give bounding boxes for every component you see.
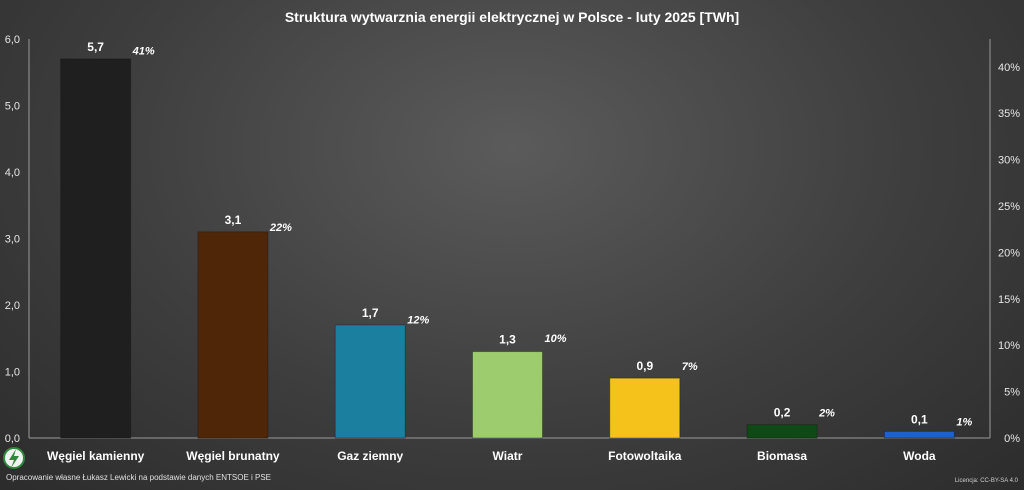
percent-label: 10% bbox=[545, 333, 567, 345]
logo-icon bbox=[3, 447, 25, 469]
y2-tick-label: 20% bbox=[998, 247, 1020, 259]
y-tick-label: 6,0 bbox=[5, 34, 20, 46]
category-label: Węgiel kamienny bbox=[47, 449, 145, 463]
bar-series: 5,7 41% 3,1 22% 1,7 12% 1,3 10% 0,9 7% 0,2 2% 0,1 1% bbox=[60, 40, 972, 439]
percent-label: 2% bbox=[818, 407, 835, 419]
category-label: Woda bbox=[903, 449, 936, 463]
y2-tick-label: 10% bbox=[998, 340, 1020, 352]
y2-tick-label: 40% bbox=[998, 62, 1020, 74]
bar-value-label: 0,2 bbox=[774, 406, 791, 420]
bar bbox=[609, 377, 681, 439]
y2-tick-label: 30% bbox=[998, 155, 1020, 167]
category-label: Biomasa bbox=[757, 449, 807, 463]
bar-value-label: 0,9 bbox=[636, 359, 653, 373]
y2-tick-label: 5% bbox=[1004, 387, 1020, 399]
y2-axis-ticks: 0% 5% 10% 15% 20% 25% 30% 35% 40% bbox=[998, 62, 1020, 445]
bar-value-label: 0,1 bbox=[911, 412, 928, 426]
bar bbox=[334, 324, 406, 439]
bar bbox=[746, 424, 818, 439]
percent-label: 41% bbox=[132, 46, 155, 58]
chart-title: Struktura wytwarznia energii elektryczne… bbox=[285, 9, 739, 25]
y-tick-label: 3,0 bbox=[5, 234, 20, 246]
bar bbox=[883, 430, 955, 439]
y2-tick-label: 0% bbox=[1004, 433, 1020, 445]
source-note: Opracowanie własne Łukasz Lewicki na pod… bbox=[6, 473, 271, 482]
y-tick-label: 2,0 bbox=[5, 300, 20, 312]
y2-tick-label: 35% bbox=[998, 108, 1020, 120]
category-labels: Węgiel kamienny Węgiel brunatny Gaz ziemny… bbox=[47, 449, 936, 463]
bar-value-label: 1,7 bbox=[362, 306, 379, 320]
y-tick-label: 5,0 bbox=[5, 101, 20, 113]
y-tick-label: 1,0 bbox=[5, 367, 20, 379]
y2-tick-label: 25% bbox=[998, 201, 1020, 213]
y-tick-label: 0,0 bbox=[5, 433, 20, 445]
category-label: Węgiel brunatny bbox=[186, 449, 280, 463]
y2-tick-label: 15% bbox=[998, 294, 1020, 306]
percent-label: 12% bbox=[407, 315, 429, 327]
bar bbox=[60, 58, 132, 439]
bar-value-label: 5,7 bbox=[87, 40, 104, 54]
category-label: Gaz ziemny bbox=[337, 449, 403, 463]
percent-label: 1% bbox=[956, 417, 972, 429]
bar bbox=[197, 231, 269, 439]
bar-value-label: 3,1 bbox=[225, 213, 242, 227]
category-label: Fotowoltaika bbox=[608, 449, 682, 463]
bar-value-label: 1,3 bbox=[499, 333, 516, 347]
category-label: Wiatr bbox=[493, 449, 523, 463]
percent-label: 7% bbox=[682, 361, 698, 373]
bar bbox=[472, 351, 543, 439]
license-note: Licencja: CC-BY-SA 4.0 bbox=[955, 478, 1019, 484]
y-tick-label: 4,0 bbox=[5, 167, 20, 179]
percent-label: 22% bbox=[269, 222, 292, 234]
y-axis-ticks: 0,0 1,0 2,0 3,0 4,0 5,0 6,0 bbox=[5, 34, 20, 445]
